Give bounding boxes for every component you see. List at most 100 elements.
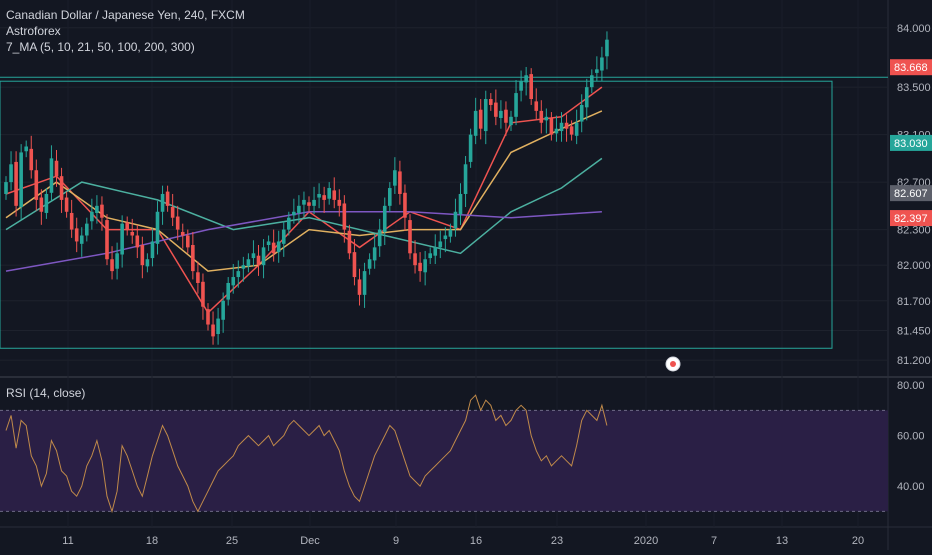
candle-body xyxy=(579,104,584,122)
candle-body xyxy=(100,204,104,218)
time-tick-label: 7 xyxy=(711,535,717,547)
candle-body xyxy=(458,193,463,215)
candle-body xyxy=(327,188,331,199)
candle-body xyxy=(292,211,296,216)
candle-body xyxy=(388,188,392,206)
price-badge xyxy=(890,210,932,227)
candle-body xyxy=(165,191,170,206)
candle-body xyxy=(408,220,412,254)
candle-body xyxy=(337,199,342,206)
candle-body xyxy=(534,101,539,111)
candle-body xyxy=(307,202,311,206)
candle-body xyxy=(393,170,397,186)
candle-body xyxy=(90,211,94,222)
rsi-band-fill xyxy=(0,410,888,512)
time-tick-label: Dec xyxy=(300,535,320,547)
time-tick-label: 23 xyxy=(551,535,563,547)
candle-body xyxy=(524,75,528,83)
candle-body xyxy=(549,118,554,135)
candle-body xyxy=(201,281,205,307)
chart-title: Canadian Dollar / Japanese Yen, 240, FXC… xyxy=(6,8,245,22)
candle-body xyxy=(95,205,99,213)
candle-body xyxy=(287,217,291,230)
candle-body xyxy=(347,230,352,254)
price-tick-label: 82.300 xyxy=(897,225,931,237)
candle-body xyxy=(595,69,599,73)
candle-body xyxy=(590,75,594,88)
rsi-tick-label: 40.00 xyxy=(897,481,925,493)
candle-body xyxy=(382,205,387,232)
event-marker[interactable] xyxy=(665,356,681,372)
price-tick-label: 81.700 xyxy=(897,296,931,308)
candle-body xyxy=(281,229,286,244)
candle-body xyxy=(317,193,321,198)
candle-body xyxy=(180,231,185,236)
candle-body xyxy=(367,259,372,269)
range-box[interactable] xyxy=(0,80,833,349)
ma-indicator-label[interactable]: 7_MA (5, 10, 21, 50, 100, 200, 300) xyxy=(6,40,195,54)
candle-body xyxy=(44,193,49,213)
candle-body xyxy=(231,277,236,286)
candle-body xyxy=(342,203,347,230)
candle-body xyxy=(463,164,468,194)
candle-body xyxy=(413,253,417,266)
candle-body xyxy=(216,318,220,335)
candle-body xyxy=(322,195,326,200)
candle-body xyxy=(377,229,382,247)
candle-body xyxy=(34,170,39,200)
candle-body xyxy=(276,241,281,253)
candle-body xyxy=(519,81,523,91)
candle-body xyxy=(362,271,367,295)
time-tick-label: 20 xyxy=(852,535,864,547)
time-tick-label: 11 xyxy=(62,535,73,547)
candle-body xyxy=(564,122,569,129)
candle-body xyxy=(448,229,453,237)
candle-body xyxy=(246,259,251,267)
candle-body xyxy=(29,148,34,171)
candle-body xyxy=(191,245,195,272)
price-tick-label: 82.000 xyxy=(897,260,931,272)
candle-body xyxy=(9,164,13,183)
candle-body xyxy=(443,235,448,240)
candle-body xyxy=(110,259,114,272)
price-tick-label: 83.500 xyxy=(897,82,931,94)
candle-body xyxy=(140,245,145,266)
candles xyxy=(4,31,609,345)
candle-body xyxy=(509,116,513,126)
candle-body xyxy=(302,199,306,205)
candle-body xyxy=(453,211,458,229)
rsi-series-line xyxy=(5,394,608,514)
candle-body xyxy=(251,253,256,259)
price-badge-label: 83.668 xyxy=(894,62,928,74)
candle-body xyxy=(438,241,443,248)
candle-body xyxy=(120,223,124,255)
candle-body xyxy=(428,253,432,259)
candle-body xyxy=(468,134,473,162)
candle-body xyxy=(125,222,129,230)
price-tick-label: 81.200 xyxy=(897,355,931,367)
price-badge xyxy=(890,59,932,76)
candle-body xyxy=(105,220,109,260)
candle-body xyxy=(236,271,241,278)
candle-body xyxy=(241,265,246,269)
candle-body xyxy=(605,39,609,57)
candle-body xyxy=(529,74,533,100)
candle-body xyxy=(175,216,180,230)
rsi-indicator-label[interactable]: RSI (14, close) xyxy=(6,386,86,400)
time-tick-label: 16 xyxy=(470,535,482,547)
candle-body xyxy=(206,309,210,325)
candle-body xyxy=(489,99,493,105)
flag-marker-dot xyxy=(670,361,676,367)
candle-body xyxy=(499,110,503,119)
candle-body xyxy=(196,272,200,283)
price-tick-label: 81.450 xyxy=(897,325,931,337)
rsi-line xyxy=(5,394,608,514)
candle-body xyxy=(4,182,8,194)
candle-body xyxy=(312,199,316,206)
candle-body xyxy=(352,252,357,278)
candle-body xyxy=(145,259,150,267)
rsi-tick-label: 80.00 xyxy=(897,380,925,392)
price-badge-label: 82.397 xyxy=(894,213,928,225)
